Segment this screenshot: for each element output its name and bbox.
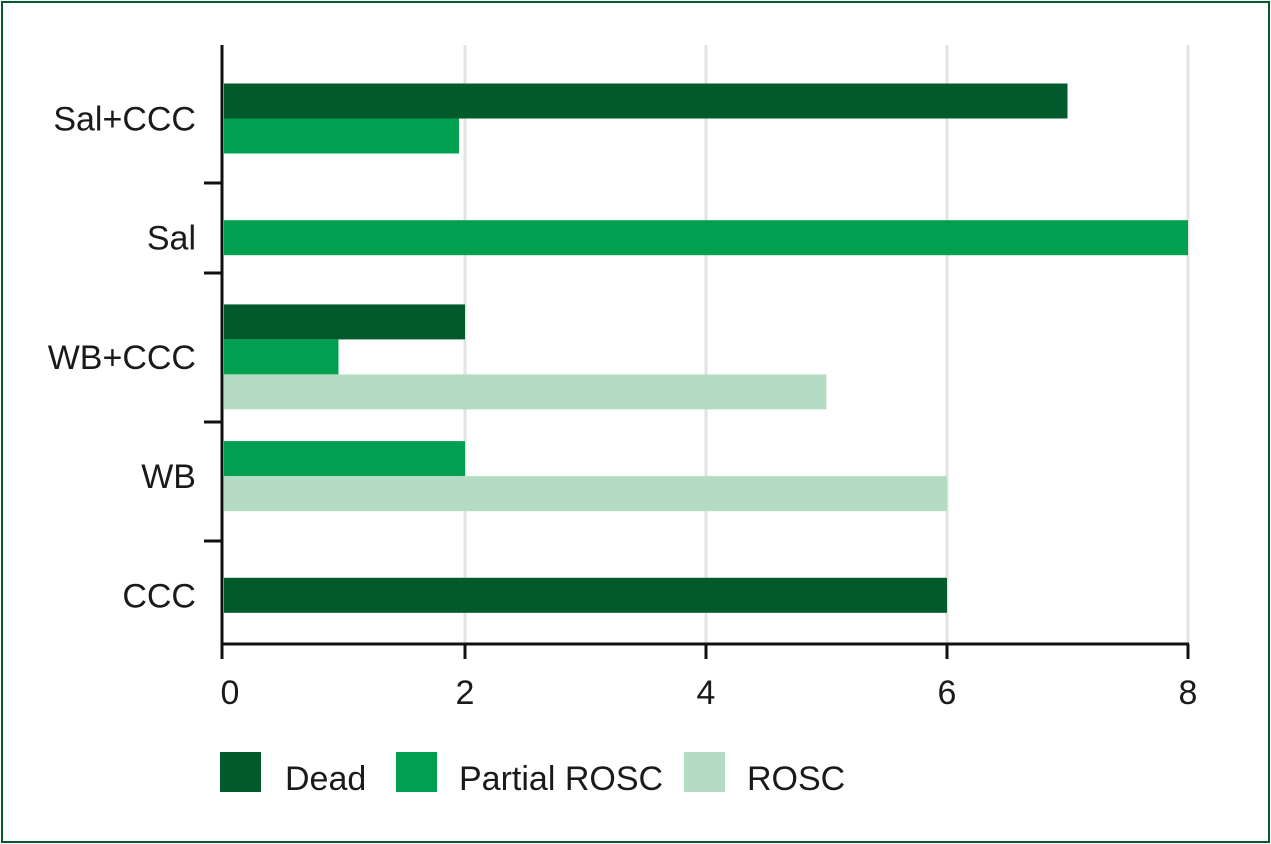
- category-label: Sal+CCC: [53, 101, 196, 139]
- bar-partial-rosc-wb-ccc: [224, 339, 339, 375]
- bar-dead-sal-ccc: [224, 83, 1068, 119]
- bar-dead-wb-ccc: [224, 304, 465, 340]
- x-tick-label: 8: [1179, 674, 1198, 712]
- bars: [224, 83, 1188, 613]
- legend-swatch-dead: [220, 752, 261, 792]
- category-label: Sal: [147, 220, 196, 258]
- legend-swatch-rosc: [684, 752, 725, 792]
- bar-rosc-wb-ccc: [224, 374, 827, 410]
- bar-partial-rosc-sal: [224, 220, 1188, 256]
- x-tick-label: 4: [697, 674, 716, 712]
- category-label: WB: [141, 458, 196, 496]
- bar-partial-rosc-sal-ccc: [224, 118, 459, 154]
- legend-label-partial-rosc: Partial ROSC: [459, 760, 663, 798]
- labels: CCC WB WB+CCC Sal Sal+CCC 0 2 4 6 8: [48, 101, 1198, 713]
- bar-rosc-wb: [224, 476, 947, 512]
- category-label: CCC: [122, 577, 196, 615]
- bar-dead-ccc: [224, 577, 947, 613]
- x-tick-label: 6: [938, 674, 957, 712]
- axes: [204, 45, 1190, 659]
- x-tick-label: 2: [456, 674, 475, 712]
- legend-swatch-partial-rosc: [396, 752, 437, 792]
- legend-label-rosc: ROSC: [747, 760, 845, 798]
- legend: Dead Partial ROSC ROSC: [220, 752, 845, 798]
- gridlines: [463, 45, 1190, 644]
- x-tick-label: 0: [221, 674, 240, 712]
- legend-label-dead: Dead: [285, 760, 366, 798]
- category-label: WB+CCC: [48, 339, 196, 377]
- bar-partial-rosc-wb: [224, 441, 465, 477]
